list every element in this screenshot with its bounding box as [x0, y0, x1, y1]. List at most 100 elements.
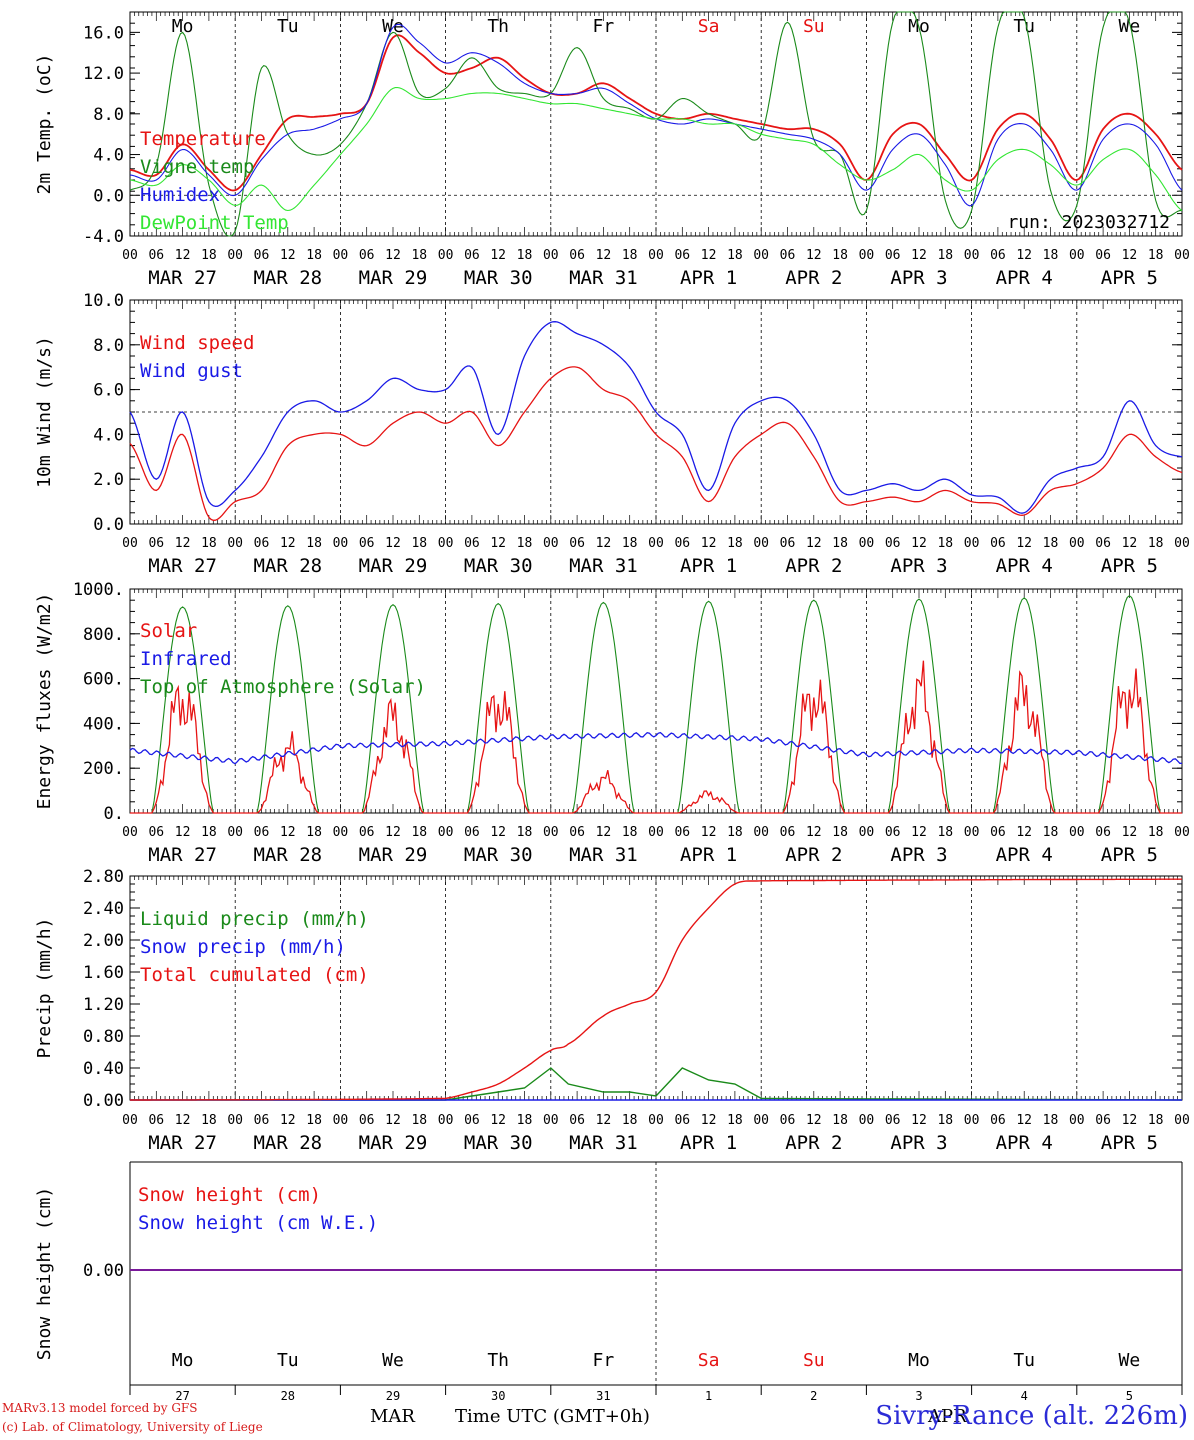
hour-tick-label: 06: [1095, 248, 1111, 263]
legend-wind-gust: Wind gust: [140, 360, 243, 382]
hour-tick-label: 00: [227, 536, 243, 551]
hour-tick-label: 12: [911, 248, 927, 263]
hour-tick-label: 12: [806, 248, 822, 263]
hour-tick-label: 18: [622, 536, 638, 551]
hour-tick-label: 12: [596, 248, 612, 263]
hour-tick-label: 18: [727, 248, 743, 263]
hour-tick-label: 06: [254, 536, 270, 551]
hour-tick-label: 06: [780, 248, 796, 263]
y-tick-label: 4.0: [93, 425, 124, 445]
weekday-label: Su: [803, 16, 825, 37]
y-tick-label: 0.0: [93, 186, 124, 206]
date-label: APR 2: [785, 267, 842, 289]
y-tick-label: 2.40: [83, 899, 124, 919]
hour-tick-label: 06: [780, 1113, 796, 1128]
hour-tick-label: 18: [517, 1113, 533, 1128]
y-tick-label: -4.0: [83, 227, 124, 247]
legend-snow-height-cm-: Snow height (cm): [138, 1184, 321, 1206]
y-tick-label: 800.: [83, 625, 124, 645]
y-tick-label: 12.0: [83, 64, 124, 84]
legend-snow-precip-mm-h-: Snow precip (mm/h): [140, 936, 346, 958]
hour-tick-label: 06: [464, 825, 480, 840]
hour-tick-label: 12: [490, 1113, 506, 1128]
site-title: Sivry-Rance (alt. 226m): [875, 1401, 1188, 1431]
hour-tick-label: 12: [701, 536, 717, 551]
hour-tick-label: 00: [333, 536, 349, 551]
hour-tick-label: 06: [885, 536, 901, 551]
hour-tick-label: 06: [148, 825, 164, 840]
hour-tick-label: 00: [859, 536, 875, 551]
hour-tick-label: 00: [1174, 825, 1190, 840]
hour-tick-label: 06: [464, 1113, 480, 1128]
hour-tick-label: 18: [937, 536, 953, 551]
hour-tick-label: 12: [1016, 1113, 1032, 1128]
hour-tick-label: 00: [753, 536, 769, 551]
date-label: MAR 27: [148, 267, 217, 289]
date-label: APR 2: [785, 1132, 842, 1154]
y-axis-label: Snow height (cm): [34, 1187, 55, 1360]
hour-tick-label: 12: [280, 536, 296, 551]
hour-tick-label: 00: [648, 536, 664, 551]
y-tick-label: 0.40: [83, 1059, 124, 1079]
hour-tick-label: 00: [753, 248, 769, 263]
weekday-label: Fr: [593, 1350, 615, 1371]
legend-dewpoint-temp: DewPoint Temp: [140, 212, 289, 234]
hour-tick-label: 12: [490, 536, 506, 551]
y-tick-label: 2.00: [83, 931, 124, 951]
hour-tick-label: 00: [964, 1113, 980, 1128]
day-number-label: 28: [281, 1389, 295, 1403]
legend-solar: Solar: [140, 620, 197, 642]
hour-tick-label: 18: [1148, 1113, 1164, 1128]
y-tick-label: 0.: [104, 804, 124, 824]
hour-tick-label: 18: [1148, 536, 1164, 551]
hour-tick-label: 12: [1122, 248, 1138, 263]
y-tick-label: 8.0: [93, 105, 124, 125]
date-label: APR 1: [680, 267, 737, 289]
hour-tick-label: 06: [674, 825, 690, 840]
hour-tick-label: 00: [1069, 248, 1085, 263]
hour-tick-label: 12: [385, 1113, 401, 1128]
date-label: MAR 29: [359, 1132, 428, 1154]
hour-tick-label: 06: [148, 1113, 164, 1128]
hour-tick-label: 18: [1043, 825, 1059, 840]
hour-tick-label: 18: [622, 248, 638, 263]
credit-line-2: (c) Lab. of Climatology, University of L…: [2, 1420, 263, 1434]
weekday-label: Mo: [908, 1350, 930, 1371]
hour-tick-label: 00: [333, 825, 349, 840]
hour-tick-label: 06: [464, 536, 480, 551]
hour-tick-label: 12: [1122, 1113, 1138, 1128]
day-number-label: 5: [1126, 1389, 1133, 1403]
date-label: MAR 28: [253, 555, 322, 577]
y-tick-label: 16.0: [83, 23, 124, 43]
hour-tick-label: 06: [885, 248, 901, 263]
hour-tick-label: 06: [148, 248, 164, 263]
hour-tick-label: 06: [569, 825, 585, 840]
hour-tick-label: 06: [990, 248, 1006, 263]
y-axis-label: 2m Temp. (oC): [34, 54, 55, 195]
hour-tick-label: 18: [1043, 1113, 1059, 1128]
y-axis-label: 10m Wind (m/s): [34, 336, 55, 488]
date-label: MAR 31: [569, 555, 638, 577]
hour-tick-label: 18: [832, 536, 848, 551]
hour-tick-label: 18: [517, 536, 533, 551]
y-tick-label: 2.80: [83, 867, 124, 887]
hour-tick-label: 00: [543, 1113, 559, 1128]
series-line-dewpoint-temp: [129, 86, 1183, 212]
date-label: APR 4: [996, 844, 1053, 866]
credit-line-1: MARv3.13 model forced by GFS: [2, 1401, 198, 1415]
time-axis-label: Time UTC (GMT+0h): [455, 1406, 650, 1427]
hour-tick-label: 12: [175, 248, 191, 263]
y-tick-label: 1.60: [83, 963, 124, 983]
day-number-label: 2: [810, 1389, 817, 1403]
hour-tick-label: 12: [385, 248, 401, 263]
hour-tick-label: 18: [727, 1113, 743, 1128]
hour-tick-label: 12: [175, 825, 191, 840]
hour-tick-label: 00: [859, 1113, 875, 1128]
hour-tick-label: 06: [254, 248, 270, 263]
hour-tick-label: 18: [411, 1113, 427, 1128]
legend-snow-height-cm-w-e-: Snow height (cm W.E.): [138, 1212, 378, 1234]
hour-tick-label: 00: [859, 825, 875, 840]
y-tick-label: 10.0: [83, 291, 124, 311]
y-tick-label: 0.80: [83, 1027, 124, 1047]
